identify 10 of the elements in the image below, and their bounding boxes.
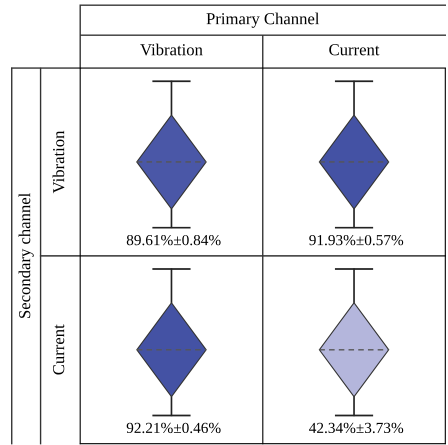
annotation: ±0.84% [174,234,221,246]
annotation: ±0.46% [174,422,221,434]
annotation: ±0.57% [356,234,404,246]
data-label: 42.34% [309,422,356,434]
data-label: 91.93% [309,234,356,246]
data-label: 92.21% [126,422,173,434]
x-axis-title: Primary Channel [206,12,320,28]
annotation: ±3.73% [356,422,404,434]
data-label: 89.61% [126,234,173,246]
y-axis-title: Secondary channel [18,193,34,318]
